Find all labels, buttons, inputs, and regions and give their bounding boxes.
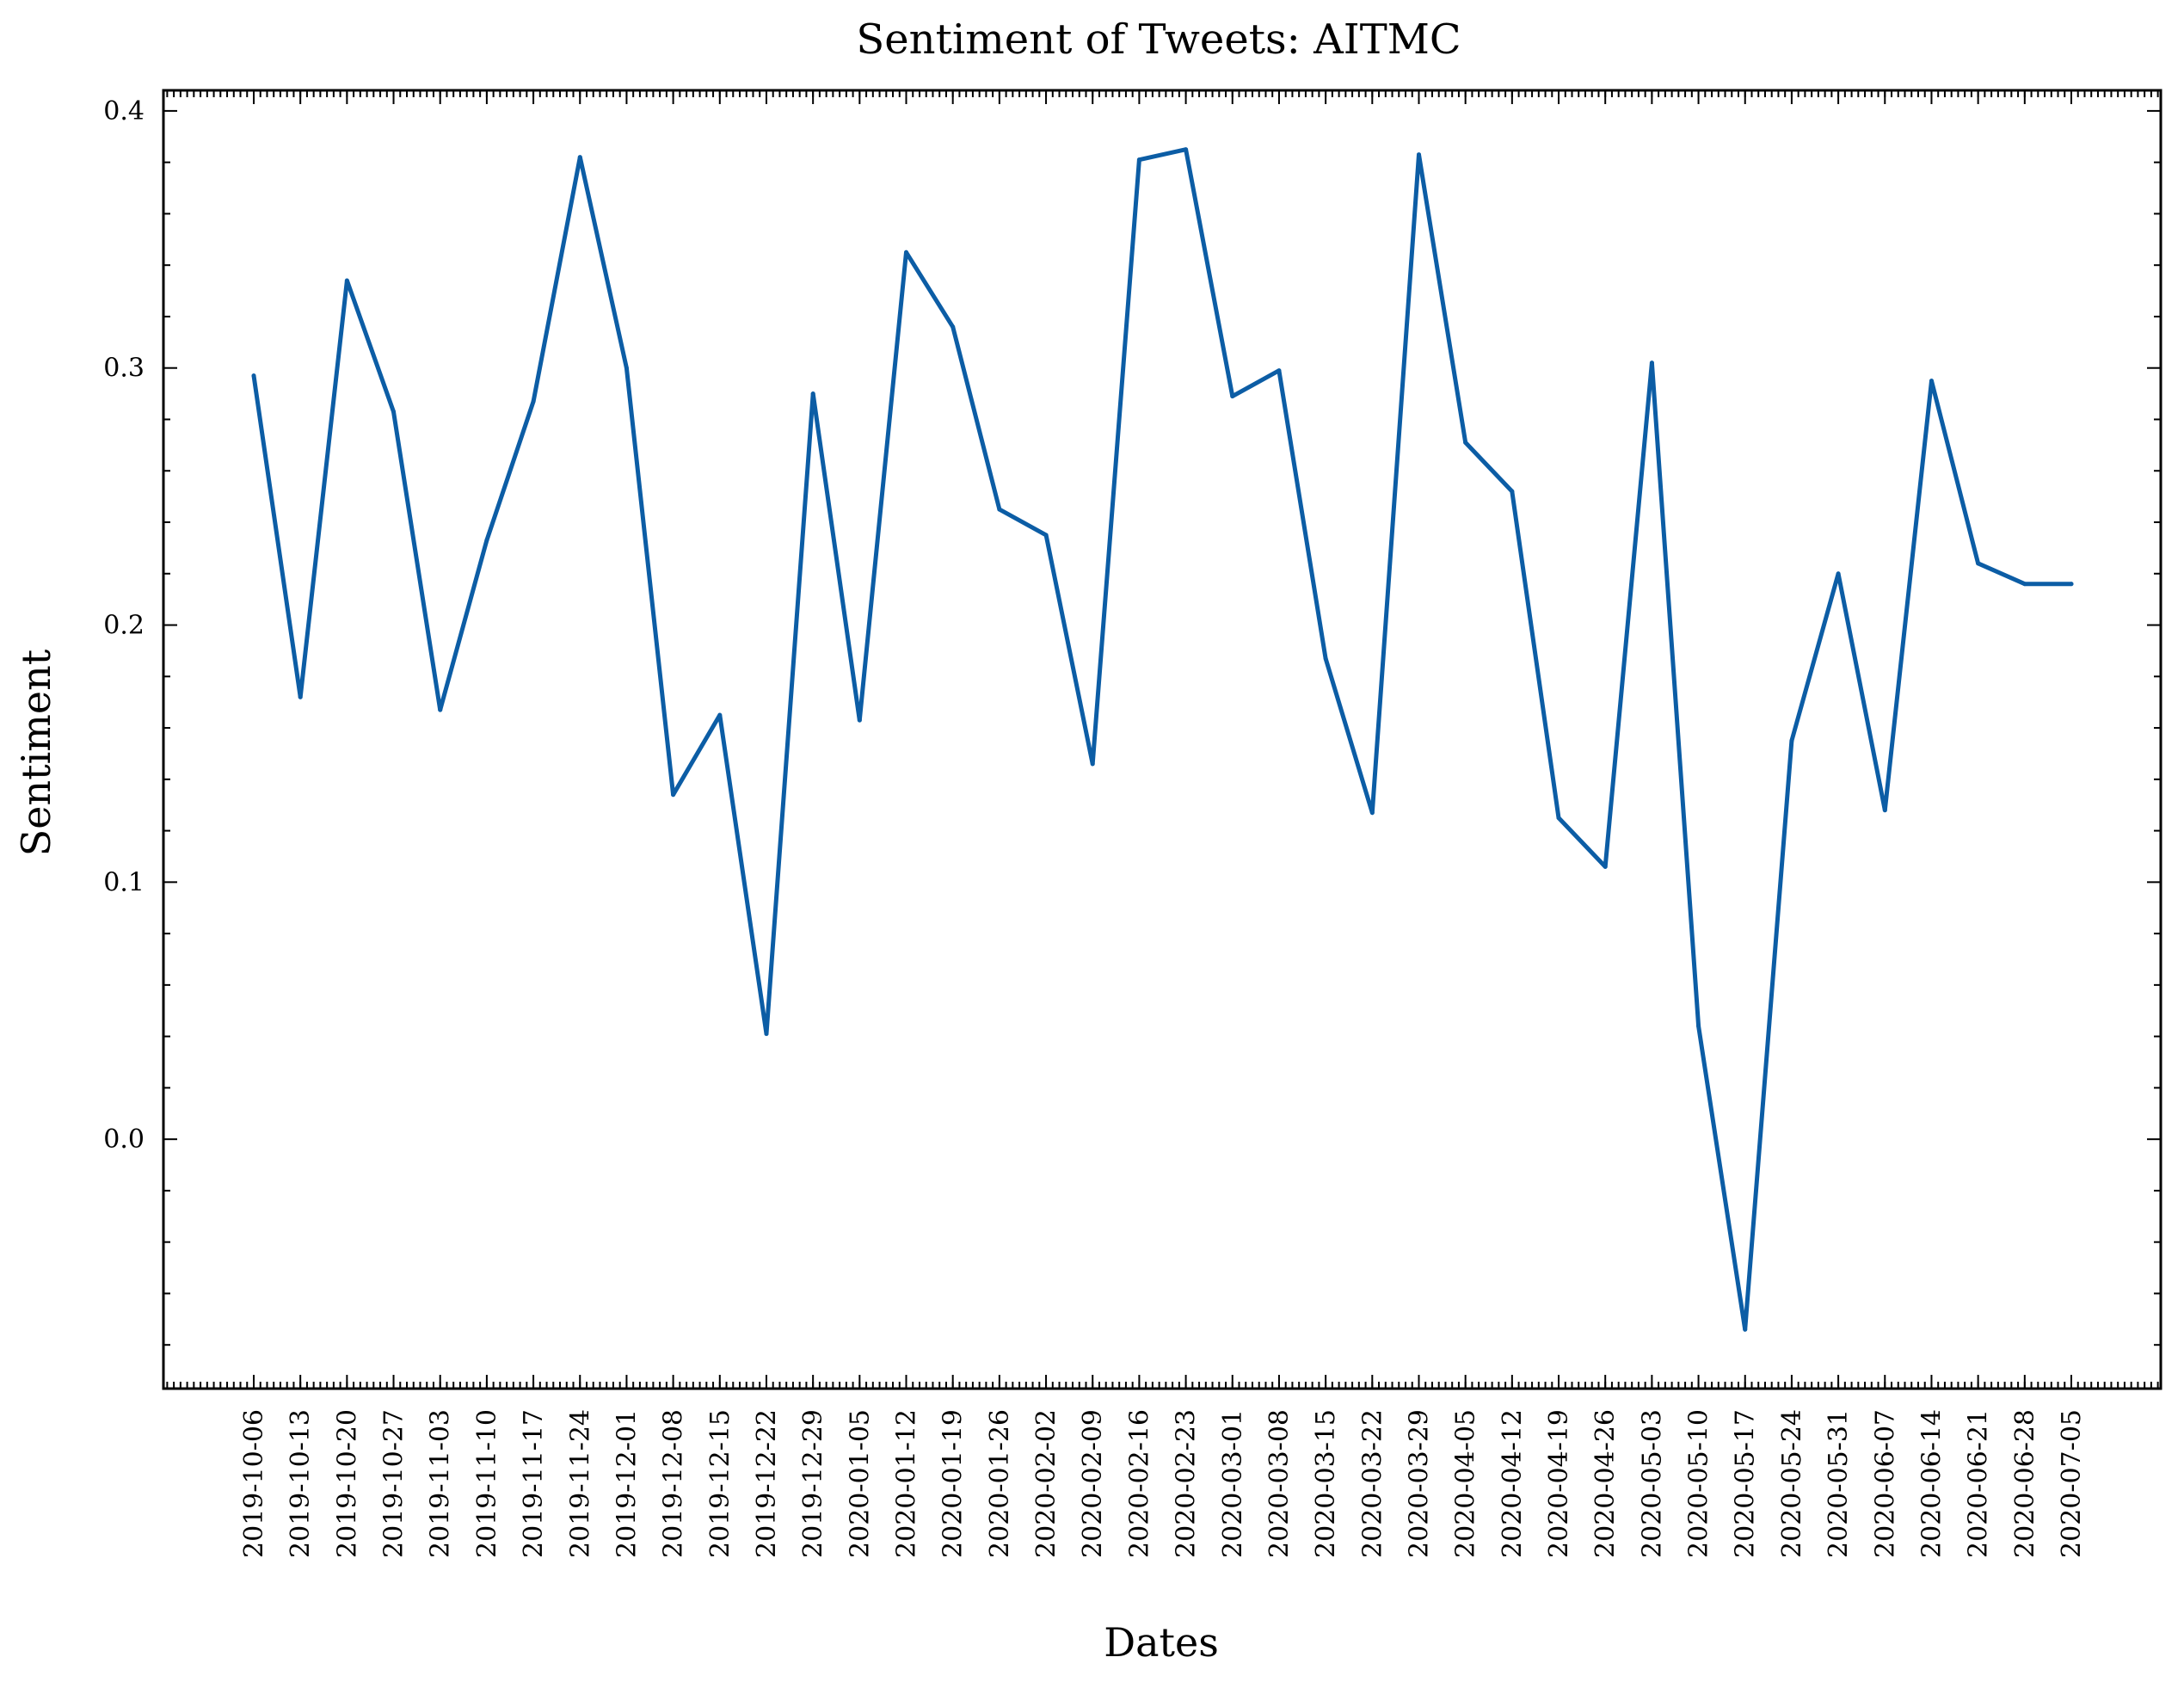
data-point (1230, 394, 1235, 399)
y-tick-label: 0.4 (103, 96, 145, 126)
data-point (251, 373, 256, 379)
series-line (251, 147, 2074, 1332)
x-tick-label: 2020-04-19 (1544, 1409, 1574, 1558)
x-tick-label: 2020-02-16 (1124, 1409, 1154, 1558)
data-point (1743, 1327, 1748, 1332)
x-tick-label: 2020-01-26 (985, 1409, 1015, 1558)
data-point (1416, 152, 1421, 157)
x-tick-label: 2020-05-10 (1684, 1409, 1714, 1558)
axes: 0.4 0.3 0.2 0.1 0.0 2019-10-06 2019-10-13 2019-… (103, 90, 2161, 1558)
x-tick-label: 2020-04-26 (1590, 1409, 1621, 1558)
data-point (1136, 157, 1141, 163)
x-tick-label: 2019-10-27 (379, 1409, 409, 1558)
data-point (1696, 1024, 1701, 1029)
y-tick-label: 0.3 (103, 354, 145, 384)
y-tick-label: 0.2 (103, 611, 145, 641)
data-point (1043, 533, 1049, 538)
x-tick-label: 2019-12-22 (752, 1409, 782, 1558)
data-point (1510, 489, 1515, 494)
x-tick-label: 2020-05-24 (1777, 1409, 1807, 1558)
data-point (671, 792, 676, 798)
x-tick-label: 2020-03-15 (1311, 1409, 1341, 1558)
data-point (1929, 379, 1934, 384)
x-tick-label: 2019-12-29 (798, 1409, 828, 1558)
x-tick-label: 2020-02-23 (1172, 1409, 1202, 1558)
data-point (810, 391, 815, 397)
data-point (1184, 147, 1189, 152)
x-tick-label: 2020-05-03 (1637, 1409, 1667, 1558)
data-point (1789, 738, 1794, 743)
x-tick-label: 2020-03-22 (1357, 1409, 1387, 1558)
x-tick-label: 2019-11-03 (426, 1409, 456, 1558)
data-point (2022, 582, 2027, 587)
data-point (391, 410, 397, 415)
x-tick-label: 2020-03-29 (1404, 1409, 1434, 1558)
x-tick-label: 2019-12-01 (612, 1409, 642, 1558)
x-tick-label: 2020-06-07 (1870, 1409, 1900, 1558)
x-tick-label: 2019-11-24 (565, 1409, 595, 1558)
data-point (1323, 656, 1328, 661)
x-tick-label: 2020-01-12 (892, 1409, 922, 1558)
x-tick-label: 2020-06-21 (1964, 1409, 1994, 1558)
x-tick-label: 2019-10-20 (332, 1409, 362, 1558)
x-tick-label: 2020-02-09 (1078, 1409, 1108, 1558)
y-axis-title: Sentiment (13, 649, 59, 856)
data-point (1463, 440, 1468, 445)
x-tick-label: 2020-03-08 (1264, 1409, 1295, 1558)
x-tick-label: 2020-05-31 (1824, 1409, 1854, 1558)
x-tick-label: 2020-04-12 (1498, 1409, 1528, 1558)
data-point (1603, 864, 1608, 869)
data-point (344, 278, 349, 283)
data-point (1649, 360, 1654, 366)
data-point (904, 250, 909, 255)
data-point (764, 1032, 769, 1037)
x-tick-label: 2019-10-06 (239, 1409, 269, 1558)
x-tick-label: 2020-04-05 (1451, 1409, 1481, 1558)
data-point (1836, 571, 1841, 576)
data-point (438, 707, 443, 712)
data-point (484, 538, 489, 543)
x-tick-label: 2019-10-13 (286, 1409, 316, 1558)
x-tick-label: 2020-03-01 (1218, 1409, 1248, 1558)
chart-title: Sentiment of Tweets: AITMC (856, 15, 1461, 64)
data-point (2069, 582, 2074, 587)
y-tick-label: 0.0 (103, 1124, 145, 1155)
data-point (1882, 808, 1887, 813)
x-tick-label: 2020-02-02 (1031, 1409, 1061, 1558)
series-layer (251, 147, 2074, 1332)
x-tick-label: 2020-05-17 (1731, 1409, 1761, 1558)
data-point (624, 366, 629, 371)
data-point (1369, 810, 1375, 816)
y-tick-label: 0.1 (103, 867, 145, 897)
data-point (1976, 561, 1981, 566)
data-point (997, 507, 1002, 512)
x-axis-title: Dates (1104, 1619, 1219, 1666)
plot-frame (162, 89, 2162, 1390)
x-tick-label: 2019-12-15 (705, 1409, 735, 1558)
data-point (717, 712, 723, 718)
x-tick-label: 2019-11-17 (519, 1409, 549, 1558)
data-point (531, 399, 536, 404)
data-point (951, 324, 956, 330)
data-point (857, 718, 862, 723)
data-point (1090, 761, 1095, 767)
data-point (1277, 368, 1282, 373)
x-tick-label: 2020-06-14 (1916, 1409, 1947, 1558)
data-point (1556, 816, 1561, 821)
data-point (577, 155, 582, 160)
x-tick-label: 2020-07-05 (2057, 1409, 2087, 1558)
x-tick-label: 2020-01-05 (845, 1409, 875, 1558)
x-tick-label: 2019-12-08 (659, 1409, 689, 1558)
x-tick-label: 2020-01-19 (938, 1409, 969, 1558)
data-point (298, 694, 303, 699)
x-tick-label: 2020-06-28 (2010, 1409, 2040, 1558)
x-tick-label: 2019-11-10 (472, 1409, 502, 1558)
